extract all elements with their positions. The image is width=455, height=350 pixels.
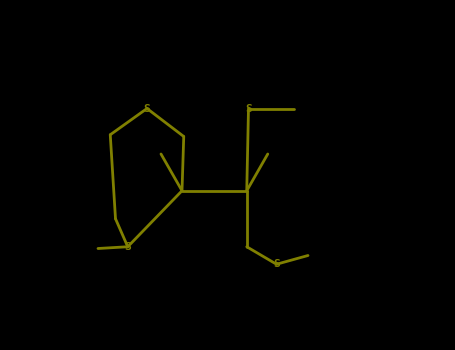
Text: S: S (144, 104, 150, 113)
Text: S: S (124, 242, 131, 252)
Text: S: S (273, 259, 280, 269)
Text: S: S (245, 104, 252, 113)
